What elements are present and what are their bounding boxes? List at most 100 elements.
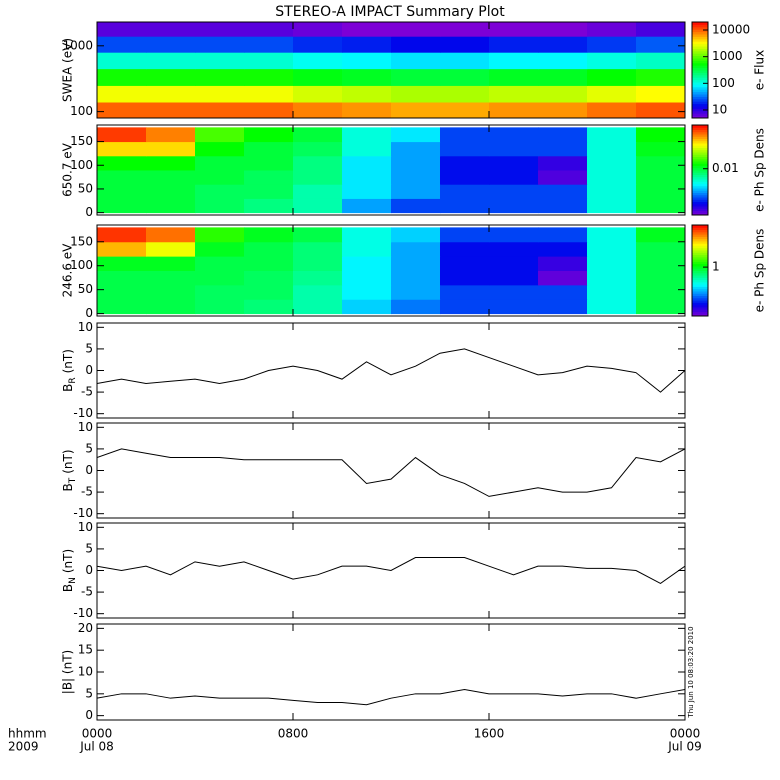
colorbar-step bbox=[692, 170, 708, 173]
heatmap-cell bbox=[636, 36, 685, 53]
heatmap-cell bbox=[440, 284, 490, 300]
y-tick-label: 10 bbox=[78, 520, 93, 534]
colorbar-frame bbox=[691, 224, 709, 317]
heatmap-cell bbox=[342, 36, 392, 53]
heatmap-cell bbox=[587, 36, 637, 53]
heatmap-cell bbox=[636, 299, 685, 315]
heatmap-cell bbox=[538, 155, 588, 171]
heatmap-cell bbox=[391, 198, 441, 214]
colorbar-step bbox=[692, 286, 708, 290]
colorbar-step bbox=[692, 134, 708, 137]
heatmap-cell bbox=[538, 270, 588, 286]
heatmap-cell bbox=[587, 52, 637, 70]
y-tick-label: 0 bbox=[85, 306, 93, 320]
plot-area bbox=[97, 688, 685, 706]
colorbar-step bbox=[692, 263, 708, 267]
colorbar-step bbox=[692, 281, 708, 285]
colorbar-step bbox=[692, 129, 708, 133]
data-line bbox=[97, 688, 685, 706]
heatmap-cell bbox=[146, 198, 196, 214]
colorbar-tick-label: 1000 bbox=[712, 49, 743, 63]
heatmap-cell bbox=[293, 52, 343, 70]
y-tick-label: -5 bbox=[81, 385, 93, 399]
colorbar-step bbox=[692, 194, 708, 198]
colorbar-step bbox=[692, 268, 708, 271]
heatmap-cell bbox=[146, 299, 196, 315]
heatmap-cell bbox=[293, 141, 343, 157]
colorbar-step bbox=[692, 185, 708, 189]
colorbar-step bbox=[692, 302, 708, 306]
y-axis-label: BR (nT) bbox=[61, 349, 78, 392]
heatmap-cell bbox=[587, 127, 637, 143]
heatmap-cell bbox=[391, 52, 441, 70]
heatmap-cell bbox=[489, 141, 539, 157]
heatmap-cell bbox=[440, 241, 490, 257]
heatmap-cell bbox=[636, 284, 685, 300]
colorbar-step bbox=[692, 58, 708, 61]
heatmap-cell bbox=[538, 256, 588, 271]
heatmap-cell bbox=[342, 85, 392, 103]
heatmap-cell bbox=[489, 127, 539, 143]
y-tick-label: 10 bbox=[78, 420, 93, 434]
heatmap-cell bbox=[97, 170, 147, 185]
colorbar-step bbox=[692, 79, 708, 83]
heatmap-cell bbox=[587, 256, 637, 271]
y-tick-label: 100 bbox=[70, 158, 93, 172]
y-tick-label: 50 bbox=[78, 282, 93, 296]
heatmap-cell bbox=[489, 52, 539, 70]
heatmap-cell bbox=[391, 227, 441, 243]
heatmap-cell bbox=[244, 52, 294, 70]
heatmap-cell bbox=[195, 141, 245, 157]
colorbar-step bbox=[692, 245, 708, 249]
plot-area bbox=[97, 127, 685, 214]
heatmap-cell bbox=[195, 102, 245, 118]
colorbar-step bbox=[692, 259, 708, 262]
heatmap-cell bbox=[97, 155, 147, 171]
y-axis-label: |B| (nT) bbox=[61, 650, 75, 694]
y-tick-label: 0 bbox=[85, 708, 93, 722]
colorbar-step bbox=[692, 143, 708, 146]
heatmap-cell bbox=[244, 85, 294, 103]
heatmap-cell bbox=[342, 68, 392, 86]
heatmap-cell bbox=[195, 284, 245, 300]
data-line bbox=[97, 448, 685, 497]
heatmap-cell bbox=[146, 256, 196, 271]
y-tick-label: 0 bbox=[85, 563, 93, 577]
colorbar-step bbox=[692, 43, 708, 47]
colorbar-step bbox=[692, 247, 708, 251]
colorbar-step bbox=[692, 192, 708, 196]
colorbar-step bbox=[692, 293, 708, 297]
colorbar-step bbox=[692, 243, 708, 246]
colorbar-step bbox=[692, 82, 708, 85]
panel: -10 -5 0 5 10 BN (nT) bbox=[61, 520, 686, 620]
colorbar-step bbox=[692, 256, 708, 260]
heatmap-cell bbox=[391, 241, 441, 257]
colorbar-step bbox=[692, 165, 708, 169]
heatmap-cell bbox=[538, 198, 588, 214]
colorbar-tick-label: 10000 bbox=[712, 23, 750, 37]
heatmap-cell bbox=[244, 299, 294, 315]
heatmap-cell bbox=[391, 102, 441, 118]
y-axis-label: 650.7 eV bbox=[61, 142, 75, 197]
heatmap-cell bbox=[342, 102, 392, 118]
heatmap-cell bbox=[440, 127, 490, 143]
heatmap-cell bbox=[97, 22, 147, 37]
heatmap-cell bbox=[636, 52, 685, 70]
colorbar-step bbox=[692, 231, 708, 235]
colorbar-label: e- Ph Sp Dens bbox=[753, 229, 767, 313]
heatmap-cell bbox=[244, 227, 294, 243]
heatmap-cell bbox=[244, 184, 294, 199]
colorbar-step bbox=[692, 295, 708, 299]
colorbar-step bbox=[692, 229, 708, 233]
heatmap-cell bbox=[97, 227, 147, 243]
heatmap-cell bbox=[244, 155, 294, 171]
colorbar-step bbox=[692, 158, 708, 162]
heatmap-cell bbox=[636, 270, 685, 286]
heatmap-cell bbox=[440, 155, 490, 171]
colorbar-step bbox=[692, 172, 708, 175]
panel-frame bbox=[96, 224, 686, 317]
colorbar-step bbox=[692, 65, 708, 69]
colorbar-step bbox=[692, 115, 708, 119]
